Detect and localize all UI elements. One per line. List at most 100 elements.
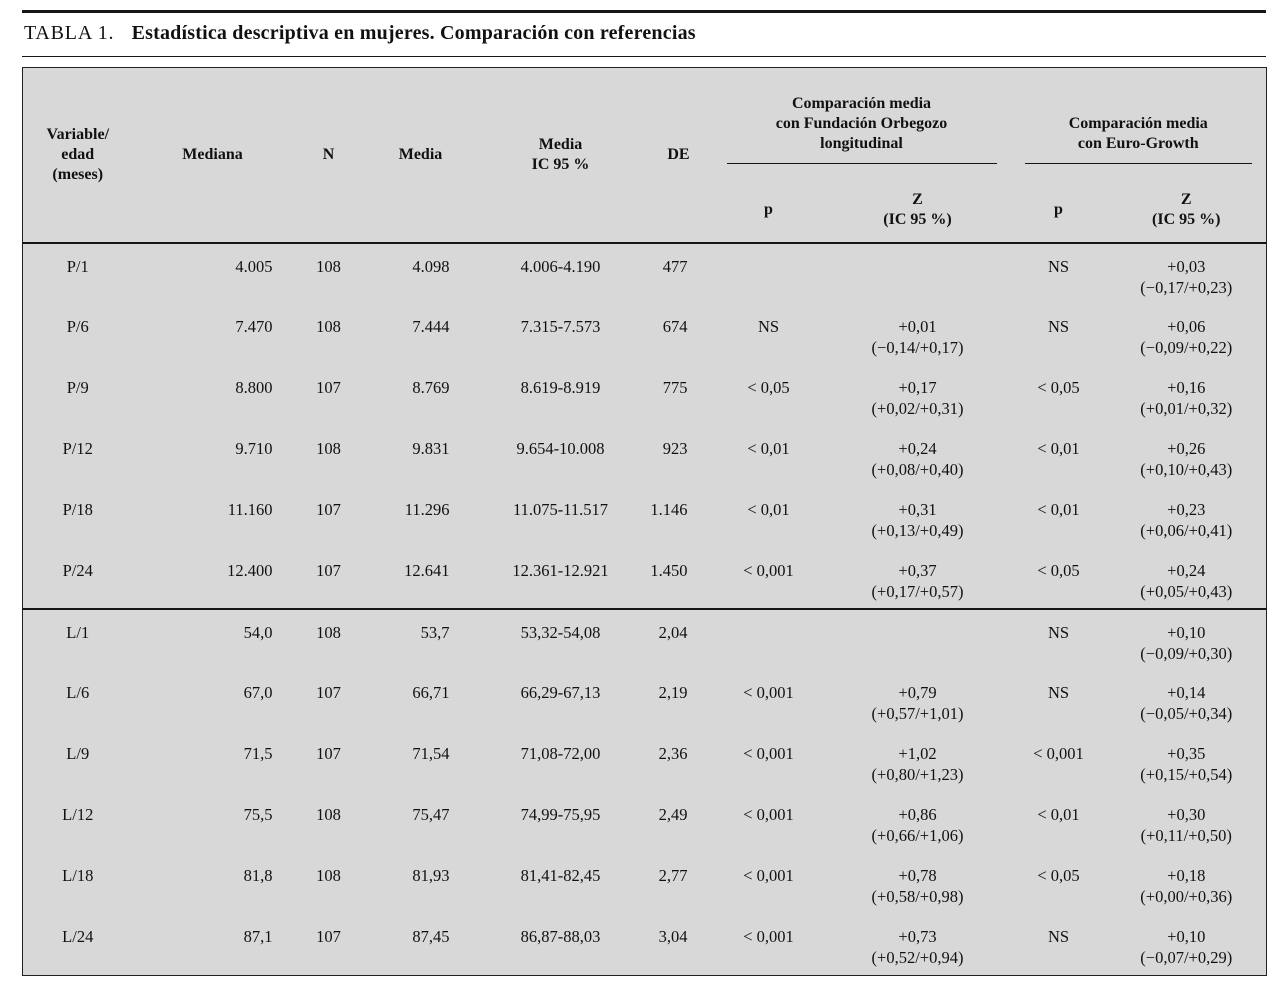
header-group-eurogrowth: Comparación media con Euro-Growth: [1011, 68, 1267, 185]
cell-p_eg: < 0,01: [1037, 500, 1080, 519]
z-confidence-interval: (−0,09/+0,22): [1140, 337, 1233, 357]
cell-variable: P/1: [66, 257, 89, 276]
cell-z_orb: +0,79 (+0,57/+1,01): [825, 670, 1011, 731]
cell-n: 108: [316, 257, 341, 276]
z-value: +0,24: [898, 439, 937, 458]
table-row: P/24 12.400 107 12.641 12.361-12.921 1.450 < 0…: [23, 548, 1267, 609]
cell-ic: 4.006-4.190: [520, 257, 601, 276]
cell-variable: P/12: [62, 439, 93, 458]
cell-z_orb: +0,73 (+0,52/+0,94): [825, 914, 1011, 975]
cell-de: 2,77: [658, 866, 688, 885]
table-row: L/9 71,5 107 71,54 71,08-72,00 2,36 < 0,001 +1,…: [23, 731, 1267, 792]
z-value: +0,73: [898, 927, 937, 946]
cell-p_orb: < 0,001: [743, 683, 794, 702]
cell-p_eg: NS: [1047, 257, 1070, 276]
z-value: +0,24: [1167, 561, 1206, 580]
statistics-table: Variable/ edad (meses) Mediana N Media M…: [22, 67, 1268, 976]
cell-de: 1.450: [650, 561, 688, 580]
cell-mediana: 54,0: [243, 623, 273, 642]
cell-ic: 86,87-88,03: [520, 927, 601, 946]
cell-z_orb: +0,86 (+0,66/+1,06): [825, 792, 1011, 853]
cell-n: 108: [316, 439, 341, 458]
cell-mediana: 12.400: [227, 561, 273, 580]
table-row: L/1 54,0 108 53,7 53,32-54,08 2,04 NS +0,10 (−0,…: [23, 609, 1267, 670]
z-value: +0,17: [898, 378, 937, 397]
cell-mediana: 87,1: [243, 927, 273, 946]
cell-de: 1.146: [650, 500, 688, 519]
z-value: +0,06: [1167, 317, 1206, 336]
cell-p_eg: < 0,05: [1037, 866, 1080, 885]
cell-de: 2,49: [658, 805, 688, 824]
z-confidence-interval: (+0,01/+0,32): [1140, 398, 1233, 418]
z-value: +0,79: [898, 683, 937, 702]
cell-de: 923: [662, 439, 688, 458]
z-value: +0,35: [1167, 744, 1206, 763]
cell-n: 108: [316, 623, 341, 642]
z-value: +0,26: [1167, 439, 1206, 458]
z-value: +1,02: [898, 744, 937, 763]
z-confidence-interval: (+0,10/+0,43): [1140, 459, 1233, 479]
cell-p_eg: NS: [1047, 927, 1070, 946]
z-confidence-interval: (+0,11/+0,50): [1140, 825, 1232, 845]
cell-z_eg: +0,24 (+0,05/+0,43): [1107, 548, 1267, 609]
cell-variable: L/18: [62, 866, 94, 885]
z-confidence-interval: (+0,58/+0,98): [871, 886, 964, 906]
cell-mediana: 81,8: [243, 866, 273, 885]
cell-variable: L/1: [66, 623, 90, 642]
cell-z_eg: +0,18 (+0,00/+0,36): [1107, 853, 1267, 914]
cell-n: 107: [316, 378, 341, 397]
z-value: +0,23: [1167, 500, 1206, 519]
cell-media: 8.769: [412, 378, 450, 397]
cell-p_orb: < 0,05: [747, 378, 790, 397]
cell-z_eg: +0,03 (−0,17/+0,23): [1107, 243, 1267, 304]
z-value: +0,78: [898, 866, 937, 885]
z-confidence-interval: (+0,80/+1,23): [871, 764, 964, 784]
z-confidence-interval: (+0,02/+0,31): [871, 398, 964, 418]
z-confidence-interval: (+0,06/+0,41): [1140, 520, 1233, 540]
cell-de: 2,19: [658, 683, 688, 702]
cell-media: 81,93: [412, 866, 450, 885]
cell-media: 71,54: [412, 744, 450, 763]
table-title-text: Estadística descriptiva en mujeres. Comp…: [131, 22, 696, 44]
z-confidence-interval: (+0,66/+1,06): [871, 825, 964, 845]
cell-p_eg: NS: [1047, 623, 1070, 642]
cell-mediana: 11.160: [227, 500, 273, 519]
header-media-ic: Media IC 95 %: [531, 136, 590, 173]
cell-de: 2,36: [658, 744, 688, 763]
cell-p_eg: < 0,01: [1037, 439, 1080, 458]
table-group-longitud: L/1 54,0 108 53,7 53,32-54,08 2,04 NS +0,10 (−0,…: [22, 609, 1267, 975]
table-row: P/18 11.160 107 11.296 11.075-11.517 1.146 < 0…: [23, 487, 1267, 548]
cell-z_orb: [825, 609, 1011, 670]
cell-variable: P/24: [62, 561, 93, 580]
table-header: Variable/ edad (meses) Mediana N Media M…: [22, 68, 1267, 243]
cell-z_eg: +0,16 (+0,01/+0,32): [1107, 365, 1267, 426]
cell-mediana: 75,5: [243, 805, 273, 824]
table-row: L/12 75,5 108 75,47 74,99-75,95 2,49 < 0,001 +0…: [23, 792, 1267, 853]
cell-n: 108: [316, 866, 341, 885]
cell-media: 11.296: [404, 500, 450, 519]
cell-media: 4.098: [412, 257, 450, 276]
cell-p_eg: < 0,05: [1037, 378, 1080, 397]
z-value: +0,30: [1167, 805, 1206, 824]
cell-mediana: 8.800: [235, 378, 273, 397]
cell-z_eg: +0,30 (+0,11/+0,50): [1107, 792, 1267, 853]
cell-z_orb: +0,24 (+0,08/+0,40): [825, 426, 1011, 487]
z-confidence-interval: (+0,08/+0,40): [871, 459, 964, 479]
z-confidence-interval: (−0,05/+0,34): [1140, 703, 1233, 723]
cell-ic: 11.075-11.517: [512, 500, 609, 519]
cell-ic: 81,41-82,45: [520, 866, 601, 885]
z-confidence-interval: (+0,05/+0,43): [1140, 581, 1233, 601]
z-confidence-interval: (−0,17/+0,23): [1140, 277, 1233, 297]
z-confidence-interval: (+0,13/+0,49): [871, 520, 964, 540]
cell-mediana: 71,5: [243, 744, 273, 763]
table-row: P/12 9.710 108 9.831 9.654-10.008 923 < 0,01 +0…: [23, 426, 1267, 487]
z-confidence-interval: (−0,14/+0,17): [871, 337, 964, 357]
cell-z_eg: +0,06 (−0,09/+0,22): [1107, 304, 1267, 365]
cell-ic: 12.361-12.921: [512, 561, 609, 580]
header-z-orbegozo: Z (IC 95 %): [883, 191, 952, 228]
header-group-eurogrowth-label: Comparación media con Euro-Growth: [1024, 114, 1253, 164]
cell-de: 477: [662, 257, 688, 276]
cell-p_orb: [713, 243, 825, 304]
cell-media: 75,47: [412, 805, 450, 824]
